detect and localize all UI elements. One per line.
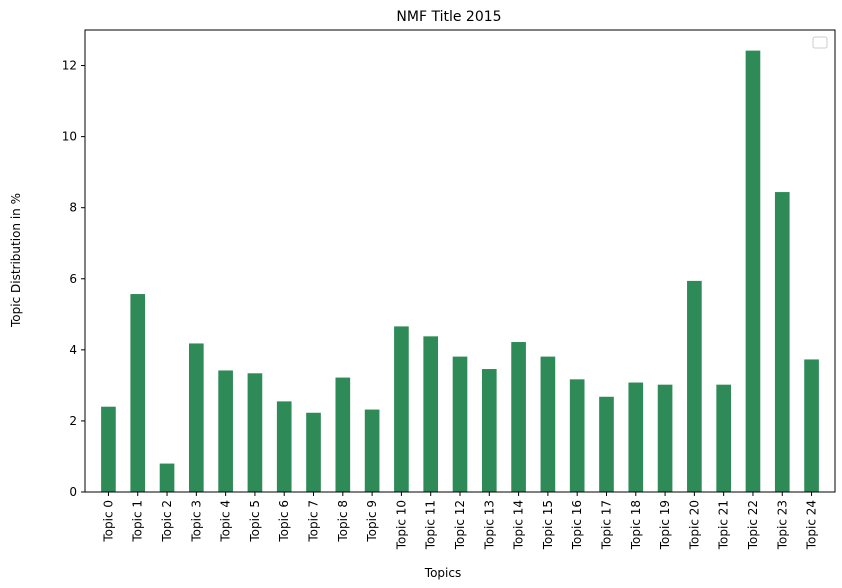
bar [687, 280, 702, 492]
y-tick-label: 10 [62, 130, 77, 144]
plot-area: 0 2 4 6 8 10 12 Topic 0 Topic 1 Topic 2 Topic 3 Top… [62, 29, 836, 550]
bar [804, 359, 819, 492]
x-tick-label: Topic 17 [599, 500, 613, 550]
bar [189, 343, 204, 492]
bar [481, 369, 497, 492]
legend-box [812, 36, 828, 49]
x-tick-label: Topic 14 [512, 500, 526, 550]
bar [599, 396, 614, 492]
y-tick-label: 0 [69, 485, 77, 499]
x-tick-label: Topic 12 [453, 500, 467, 550]
y-tick-label: 8 [69, 201, 77, 215]
x-tick-label: Topic 20 [687, 500, 701, 550]
y-tick-label: 12 [62, 59, 77, 73]
x-tick-label: Topic 7 [307, 500, 321, 543]
y-tick-label: 2 [69, 414, 77, 428]
x-tick-label: Topic 15 [541, 500, 555, 550]
x-tick-label: Topic 6 [277, 500, 291, 543]
bar [335, 377, 351, 492]
bar [276, 401, 292, 492]
bar [423, 336, 439, 492]
x-tick-label: Topic 19 [658, 500, 672, 550]
x-axis-title: Topics [424, 566, 461, 580]
bar [716, 384, 731, 492]
x-tick-label: Topic 5 [248, 500, 262, 543]
bar [101, 406, 116, 492]
x-tick-label: Topic 16 [570, 500, 584, 550]
bar [540, 356, 556, 492]
y-tick-label: 4 [69, 343, 77, 357]
x-tick-label: Topic 21 [717, 500, 731, 550]
bar [745, 50, 761, 493]
x-tick-label: Topic 22 [746, 500, 760, 550]
x-tick-label: Topic 23 [775, 500, 789, 550]
bar [774, 192, 790, 492]
bar [218, 370, 233, 492]
bar [247, 373, 263, 492]
y-tick-label: 6 [69, 272, 77, 286]
bar [364, 409, 380, 492]
x-tick-label: Topic 18 [629, 500, 643, 550]
bar [130, 294, 146, 492]
bar [452, 356, 468, 492]
x-tick-label: Topic 4 [219, 500, 233, 543]
chart-title: NMF Title 2015 [396, 9, 501, 25]
x-tick-label: Topic 3 [189, 500, 203, 543]
bar [394, 326, 409, 492]
bar [159, 463, 175, 492]
x-tick-label: Topic 9 [365, 500, 379, 543]
x-tick-label: Topic 8 [336, 500, 350, 543]
bar [306, 412, 321, 492]
x-tick-label: Topic 1 [131, 500, 145, 543]
x-tick-label: Topic 13 [482, 500, 496, 550]
bar [511, 342, 526, 492]
x-tick-label: Topic 10 [394, 500, 408, 550]
x-tick-label: Topic 11 [424, 500, 438, 550]
x-tick-label: Topic 0 [101, 500, 115, 543]
bar [657, 384, 673, 492]
y-axis-title: Topic Distribution in % [9, 193, 23, 328]
x-tick-label: Topic 24 [805, 500, 819, 550]
x-tick-label: Topic 2 [160, 500, 174, 543]
bar [628, 382, 644, 492]
bar [569, 379, 585, 492]
